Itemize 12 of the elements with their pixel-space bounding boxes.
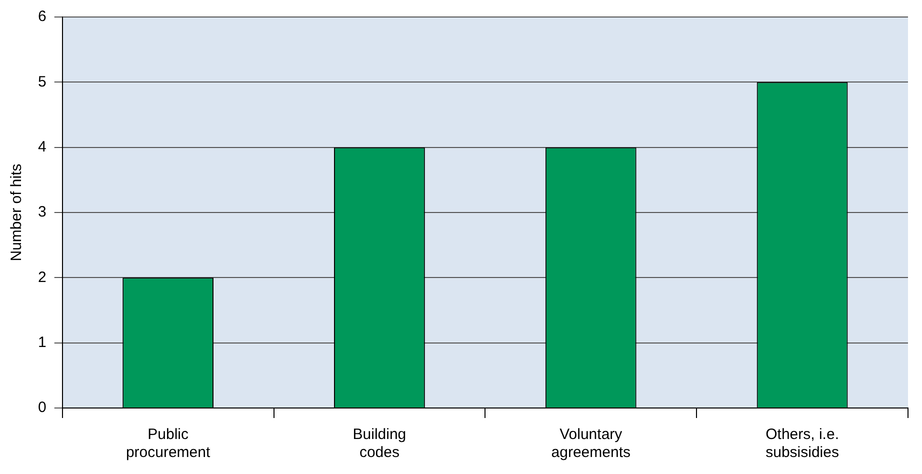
y-tick-label: 5 [38, 73, 46, 90]
y-tick-label: 3 [38, 204, 46, 221]
x-tick-label: Public procurement [126, 426, 211, 462]
x-tick-label: Building codes [352, 426, 406, 462]
x-tick-label: Others, i.e. subsisidies [766, 426, 839, 462]
y-axis-title: Number of hits [8, 164, 26, 262]
y-tick-label: 4 [38, 138, 46, 156]
y-tick-label: 1 [38, 334, 46, 351]
y-tick-label: 0 [38, 399, 46, 416]
y-tick-label: 6 [38, 8, 46, 26]
x-tick-label: Voluntary agreements [551, 426, 630, 462]
y-tick-label: 2 [38, 268, 46, 286]
